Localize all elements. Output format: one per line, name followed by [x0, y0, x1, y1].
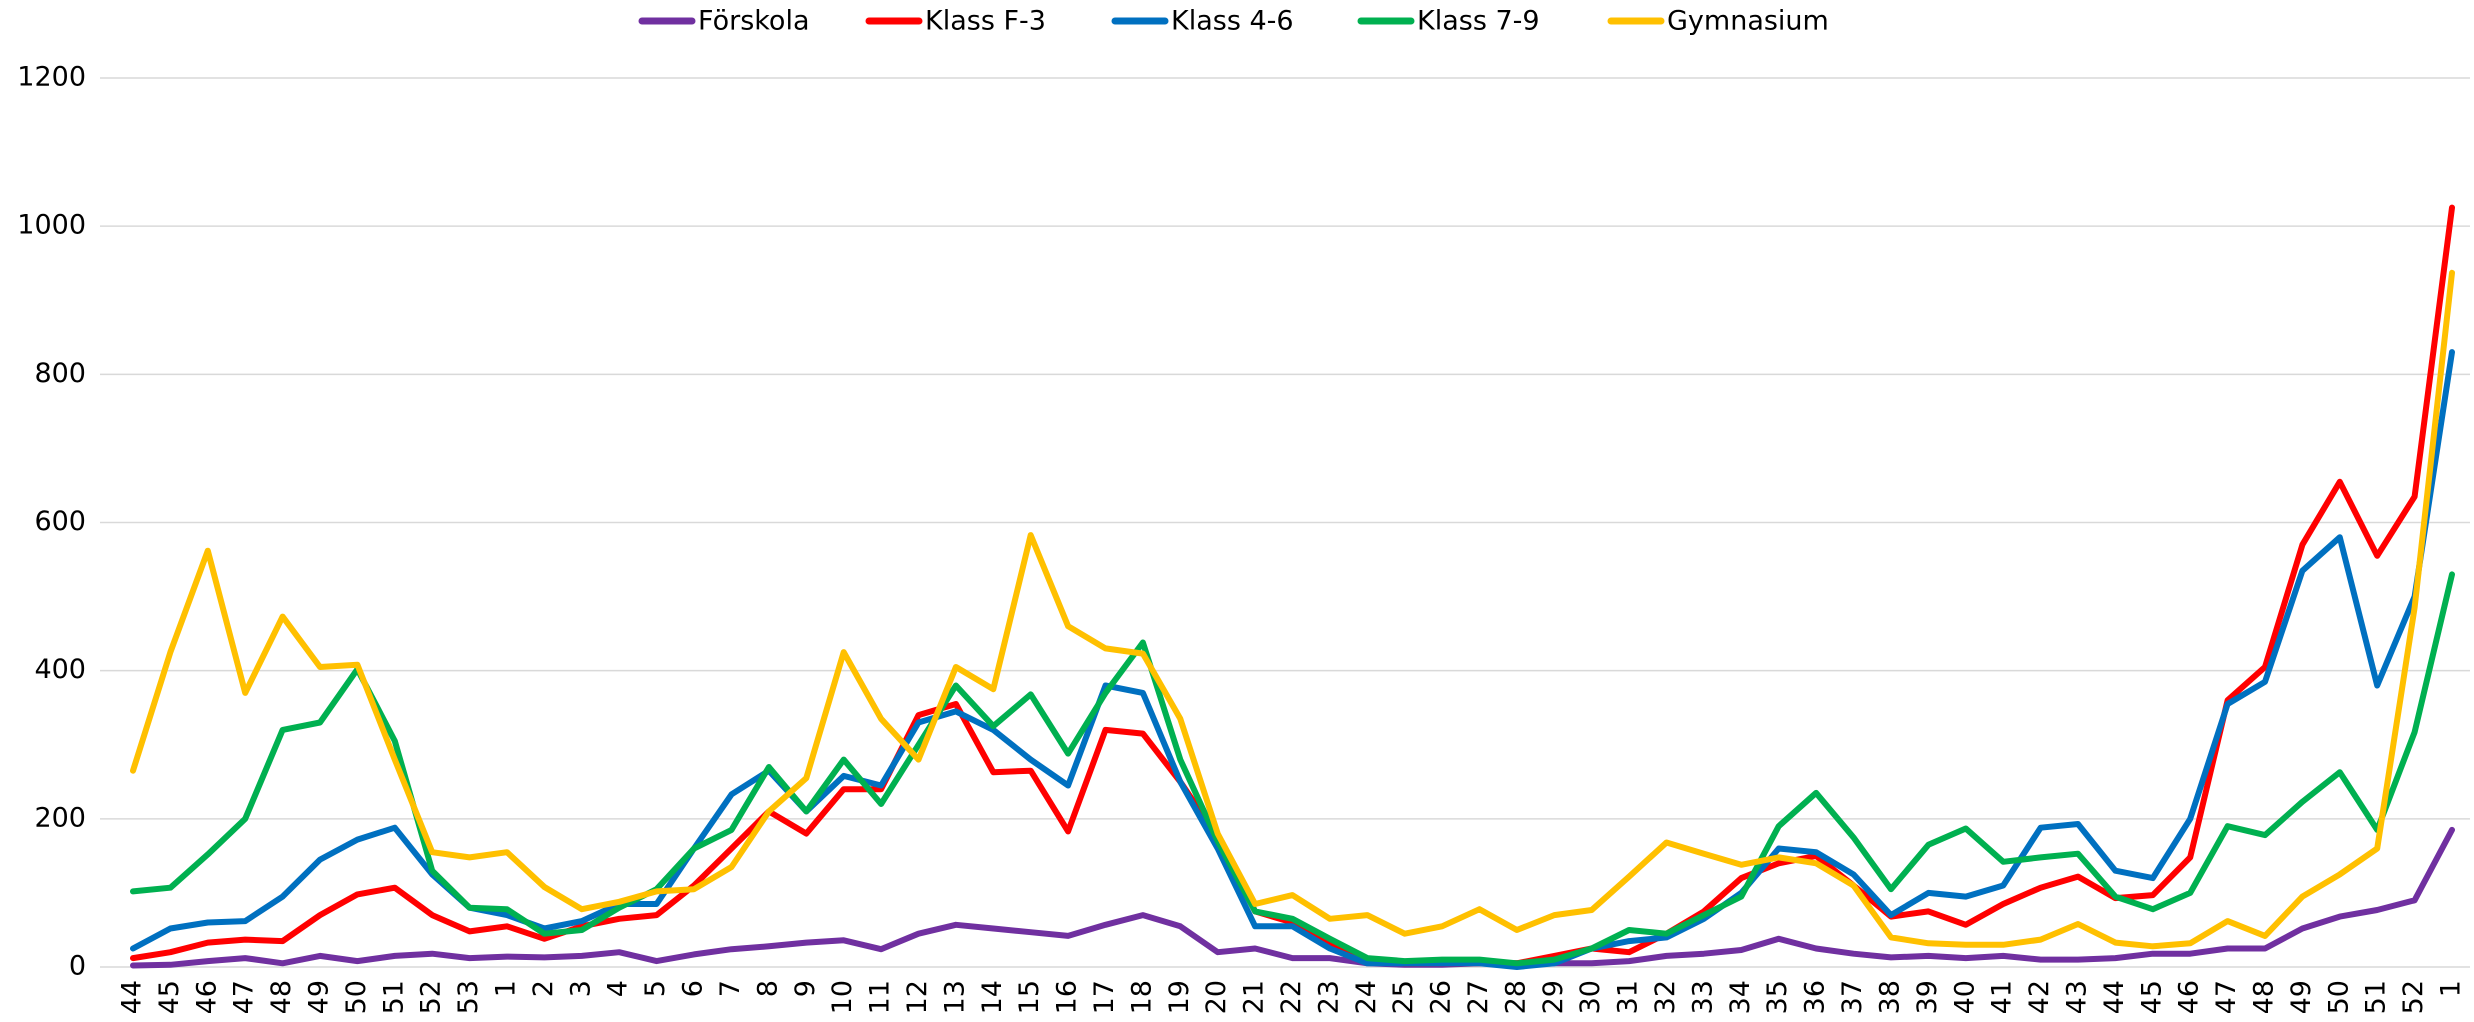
x-tick-label: 52: [416, 980, 447, 1014]
x-tick-label: 10: [827, 980, 858, 1014]
x-tick-label: 19: [1164, 980, 1195, 1014]
y-tick-label: 0: [69, 951, 86, 982]
x-tick-label: 33: [1687, 980, 1718, 1014]
x-tick-label: 42: [2024, 980, 2055, 1014]
x-tick-label: 21: [1239, 980, 1270, 1014]
x-tick-label: 1: [491, 980, 522, 997]
x-tick-label: 40: [1949, 980, 1980, 1014]
x-tick-label: 46: [2174, 980, 2205, 1014]
x-tick-label: 12: [902, 980, 933, 1014]
series-line: [130, 204, 2455, 967]
x-tick-label: 39: [1912, 980, 1943, 1014]
legend-item: Klass 7-9: [1357, 6, 1540, 37]
x-tick-label: 35: [1762, 980, 1793, 1014]
legend-label: Gymnasium: [1667, 6, 1829, 37]
x-tick-label: 15: [1014, 980, 1045, 1014]
x-tick-label: 22: [1276, 980, 1307, 1014]
legend-item: Förskola: [638, 6, 810, 37]
x-tick-label: 34: [1725, 980, 1756, 1014]
x-tick-label: 37: [1837, 980, 1868, 1014]
x-tick-label: 51: [378, 980, 409, 1014]
x-tick-label: 44: [2099, 980, 2130, 1014]
x-tick-label: 18: [1126, 980, 1157, 1014]
legend-label: Klass F-3: [925, 6, 1046, 37]
x-tick-label: 41: [1987, 980, 2018, 1014]
y-tick-label: 400: [34, 654, 86, 685]
x-tick-label: 50: [2323, 980, 2354, 1014]
x-tick-label: 45: [2136, 980, 2167, 1014]
x-tick-label: 46: [191, 980, 222, 1014]
series-line: [130, 571, 2455, 967]
x-tick-label: 32: [1650, 980, 1681, 1014]
x-tick-label: 1: [2436, 980, 2467, 997]
x-tick-label: 11: [865, 980, 896, 1014]
x-tick-label: 2: [528, 980, 559, 997]
x-tick-label: 5: [640, 980, 671, 997]
legend-label: Klass 7-9: [1417, 6, 1540, 37]
x-tick-label: 30: [1575, 980, 1606, 1014]
series-line: [130, 269, 2455, 950]
x-tick-label: 25: [1388, 980, 1419, 1014]
x-tick-label: 24: [1351, 980, 1382, 1014]
x-tick-label: 6: [678, 980, 709, 997]
x-tick-label: 26: [1426, 980, 1457, 1014]
x-tick-label: 7: [715, 980, 746, 997]
x-tick-label: 9: [790, 980, 821, 997]
x-tick-label: 53: [453, 980, 484, 1014]
x-tick-label: 49: [304, 980, 335, 1014]
x-tick-label: 20: [1201, 980, 1232, 1014]
legend-item: Klass 4-6: [1111, 6, 1294, 37]
legend-label: Klass 4-6: [1171, 6, 1294, 37]
x-tick-label: 4: [603, 980, 634, 997]
x-tick-label: 14: [977, 980, 1008, 1014]
y-tick-label: 1000: [17, 210, 86, 241]
x-tick-label: 44: [117, 980, 148, 1014]
x-tick-label: 52: [2398, 980, 2429, 1014]
x-tick-label: 3: [565, 980, 596, 997]
x-tick-label: 36: [1800, 980, 1831, 1014]
y-tick-label: 600: [34, 506, 86, 537]
legend-item: Gymnasium: [1607, 6, 1829, 37]
x-tick-label: 50: [341, 980, 372, 1014]
y-tick-label: 1200: [17, 62, 86, 93]
x-tick-label: 49: [2286, 980, 2317, 1014]
legend-item: Klass F-3: [865, 6, 1046, 37]
x-tick-label: 48: [266, 980, 297, 1014]
x-tick-label: 28: [1500, 980, 1531, 1014]
legend-label: Förskola: [698, 6, 810, 37]
y-tick-label: 200: [34, 802, 86, 833]
x-tick-label: 48: [2248, 980, 2279, 1014]
series-line: [130, 349, 2455, 970]
x-tick-label: 17: [1089, 980, 1120, 1014]
x-tick-label: 47: [229, 980, 260, 1014]
x-tick-label: 29: [1538, 980, 1569, 1014]
x-tick-label: 51: [2361, 980, 2392, 1014]
x-tick-label: 43: [2061, 980, 2092, 1014]
x-tick-label: 45: [154, 980, 185, 1014]
x-tick-label: 16: [1052, 980, 1083, 1014]
x-tick-label: 27: [1463, 980, 1494, 1014]
x-tick-label: 47: [2211, 980, 2242, 1014]
y-tick-label: 800: [34, 358, 86, 389]
series-line: [130, 826, 2455, 969]
x-tick-label: 31: [1613, 980, 1644, 1014]
x-tick-label: 23: [1313, 980, 1344, 1014]
x-tick-label: 13: [939, 980, 970, 1014]
x-tick-label: 38: [1874, 980, 1905, 1014]
x-tick-label: 8: [752, 980, 783, 997]
